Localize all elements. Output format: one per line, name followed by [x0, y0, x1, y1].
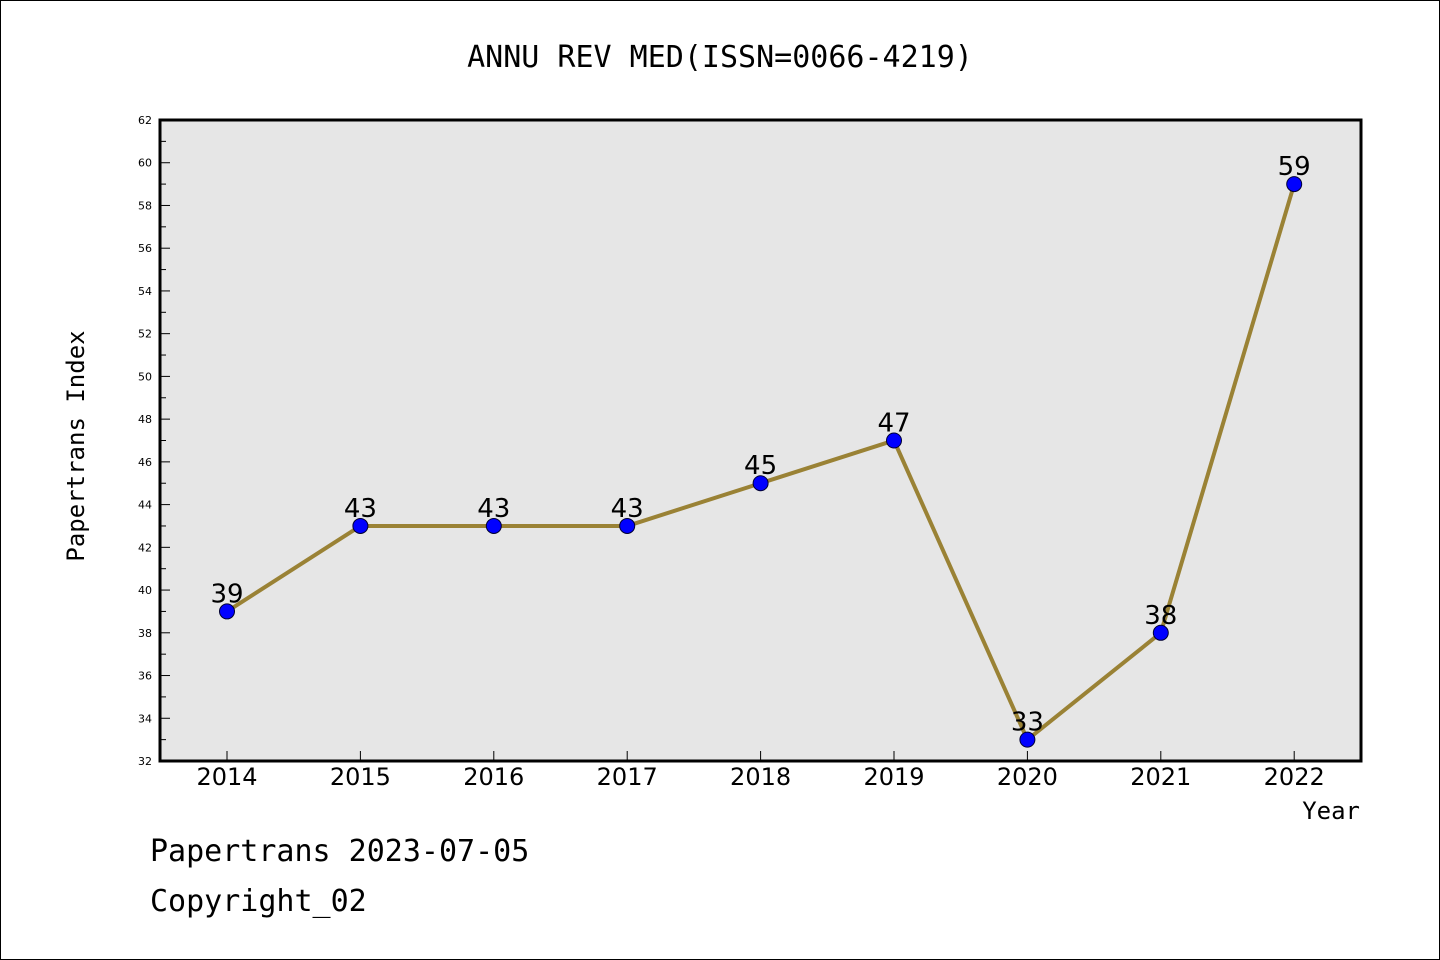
data-point: [219, 603, 235, 620]
x-tick-label: 2016: [463, 763, 524, 791]
data-label: 47: [877, 409, 910, 439]
x-tick-label: 2022: [1264, 763, 1325, 791]
y-tick-label: 40: [138, 584, 152, 597]
data-point: [352, 517, 369, 534]
chart-title: ANNU REV MED(ISSN=0066-4219): [467, 40, 973, 75]
y-tick-label: 46: [138, 456, 152, 469]
x-tick-label: 2015: [330, 763, 391, 791]
data-point: [619, 517, 636, 534]
footer-copyright: Copyright_02: [150, 884, 367, 919]
data-label: 33: [1011, 708, 1044, 738]
data-point: [1019, 731, 1036, 748]
data-label: 59: [1278, 152, 1311, 182]
y-tick-label: 32: [138, 755, 152, 768]
data-point: [485, 517, 502, 534]
y-tick-label: 60: [138, 157, 152, 170]
data-label: 43: [611, 494, 644, 524]
y-tick-label: 58: [138, 199, 152, 212]
data-point: [886, 432, 902, 449]
plot-area: [158, 118, 1363, 763]
data-point: [1152, 624, 1169, 641]
x-tick-label: 2019: [863, 763, 924, 791]
y-tick-label: 42: [138, 541, 152, 554]
y-tick-label: 50: [138, 370, 152, 383]
data-labels: 39 43 43 43 45 47 33 38 59: [210, 152, 1310, 738]
data-points: [219, 176, 1303, 748]
data-label: 43: [344, 494, 377, 524]
x-tick-label: 2018: [730, 763, 791, 791]
y-tick-label: 44: [138, 499, 152, 512]
y-tick-label: 38: [138, 627, 152, 640]
y-axis: 32 34 36 38 40 42 44 46 48 50 52 54 56 58 60 62: [138, 114, 170, 768]
x-tick-label: 2014: [196, 763, 257, 791]
y-tick-label: 48: [138, 413, 152, 426]
x-tick-label: 2021: [1130, 763, 1191, 791]
y-tick-label: 56: [138, 242, 152, 255]
y-tick-label: 54: [138, 285, 152, 298]
y-tick-label: 52: [138, 328, 152, 341]
x-axis: 2014 2015 2016 2017 2018 2019 2020 2021 2022: [196, 751, 1325, 791]
x-axis-label: Year: [1302, 797, 1360, 825]
footer-date: Papertrans 2023-07-05: [150, 834, 530, 869]
x-tick-label: 2020: [997, 763, 1058, 791]
data-label: 38: [1144, 601, 1177, 631]
y-tick-label: 36: [138, 670, 152, 683]
y-tick-label: 34: [138, 712, 152, 725]
data-label: 39: [210, 579, 243, 609]
y-axis-label: Papertrans Index: [62, 330, 90, 561]
data-point: [1286, 176, 1303, 193]
data-label: 45: [744, 451, 777, 481]
data-point: [752, 475, 769, 492]
data-label: 43: [477, 494, 510, 524]
y-tick-label: 62: [138, 114, 152, 127]
x-tick-label: 2017: [597, 763, 658, 791]
